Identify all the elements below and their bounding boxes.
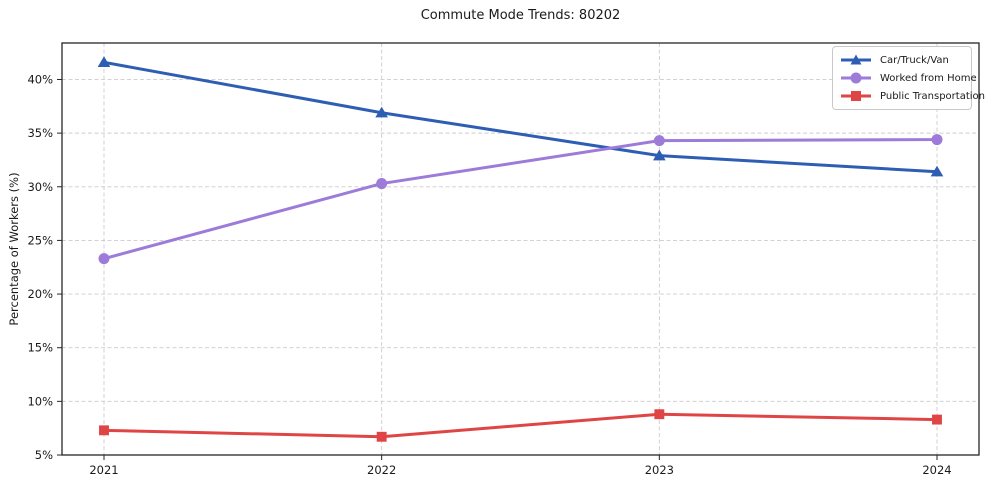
triangle-marker: [930, 165, 944, 177]
triangle-marker: [97, 56, 111, 67]
y-axis-label: Percentage of Workers (%): [7, 172, 21, 326]
triangle-legend-swatch-icon: [841, 54, 871, 65]
circle-marker: [653, 135, 665, 147]
y-tick-label: 10%: [27, 394, 53, 408]
x-tick-label: 2024: [922, 463, 951, 477]
y-tick-label: 25%: [27, 233, 53, 247]
legend-entry: Car/Truck/Van: [839, 51, 965, 69]
x-tick-label: 2021: [89, 463, 118, 477]
y-tick-label: 35%: [27, 126, 53, 140]
legend-entry: Worked from Home: [839, 69, 977, 87]
y-tick-label: 30%: [27, 180, 53, 194]
plot-border: [61, 42, 980, 456]
triangle-marker: [653, 149, 666, 161]
legend: Car/Truck/Van Worked from Home Public Tran…: [832, 46, 985, 110]
y-tick-label: 40%: [27, 72, 53, 86]
series-line-square: [102, 412, 939, 439]
square-marker: [376, 431, 387, 442]
circle-marker: [931, 134, 943, 146]
series-line-triangle: [102, 60, 939, 174]
legend-label: Public Transportation: [880, 90, 985, 102]
legend-label: Worked from Home: [880, 72, 977, 84]
circle-legend-swatch-icon: [841, 72, 871, 84]
square-legend-swatch-icon: [841, 91, 871, 101]
series-line-circle: [102, 138, 939, 261]
legend-entry: Public Transportation: [839, 87, 985, 105]
chart-title: Commute Mode Trends: 80202: [420, 8, 621, 23]
square-marker: [932, 414, 942, 425]
y-tick-label: 20%: [27, 287, 53, 301]
circle-marker: [98, 253, 110, 265]
square-marker: [99, 425, 109, 436]
y-tick-label: 15%: [27, 341, 53, 355]
square-marker: [654, 409, 665, 420]
triangle-marker: [375, 106, 388, 118]
circle-marker: [376, 178, 388, 190]
y-tick-label: 5%: [35, 448, 53, 462]
legend-label: Car/Truck/Van: [880, 54, 949, 66]
x-tick-label: 2023: [645, 463, 674, 477]
x-tick-label: 2022: [367, 463, 396, 477]
